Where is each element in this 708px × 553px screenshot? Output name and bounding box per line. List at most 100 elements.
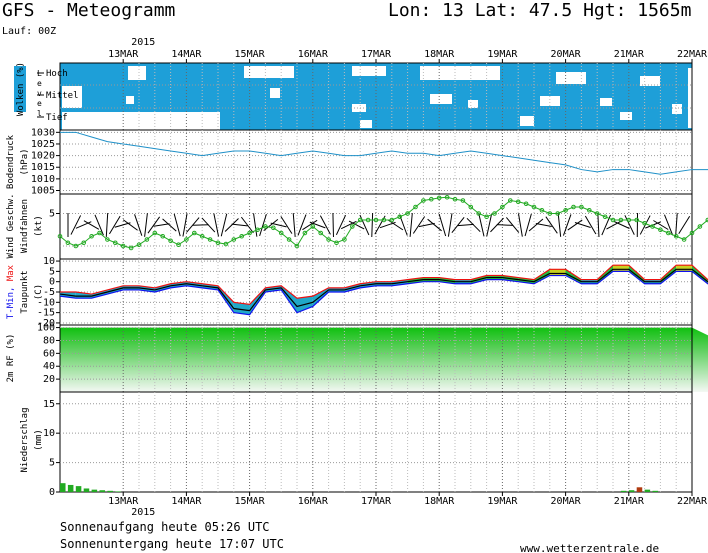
wind-barb (427, 218, 442, 232)
x-tick-label-bottom: 15MAR (235, 496, 266, 507)
chart-title: GFS - Meteogramm (2, 0, 175, 21)
wind-speed-point (255, 227, 260, 233)
wind-speed-point (397, 214, 403, 220)
wind-speed-point (476, 211, 482, 216)
wind-speed-point (136, 242, 142, 247)
temp-band (676, 265, 692, 272)
precip-bar-rain (107, 490, 113, 492)
wind-speed-point (697, 224, 703, 229)
wind-speed-point (579, 204, 584, 210)
wind-speed-point (587, 207, 592, 213)
wind-barb (144, 213, 148, 237)
temp-band (613, 265, 629, 272)
wind-speed-point (223, 241, 229, 247)
wind-speed-point (294, 243, 300, 249)
wind-speed-point (381, 217, 387, 223)
wind-speed-point (468, 204, 474, 210)
wind-speed-point (113, 240, 118, 246)
cloud-gap (62, 112, 220, 130)
temp-ylabel-2: Taupunkt (20, 270, 30, 313)
wind-speed-point (342, 237, 347, 242)
cloud-gap (128, 66, 146, 80)
precip-bar-rain (91, 489, 98, 492)
precip-bar-rain (67, 484, 74, 492)
pressure-tick-label: 1005 (31, 186, 55, 197)
wind-speed-point (318, 230, 324, 236)
wind-barb (606, 220, 622, 230)
wind-speed-point (444, 194, 450, 200)
wind-barb (94, 214, 104, 236)
website-link[interactable]: www.wetterzentrale.de (520, 542, 659, 553)
year-label-top: 2015 (131, 37, 155, 48)
wind-unit: (kt) (34, 215, 44, 237)
cloud-row-label: Mittel (46, 91, 79, 101)
wind-barb (675, 213, 678, 237)
wind-speed-point (610, 217, 616, 223)
wind-barb (374, 215, 386, 235)
wind-barb (447, 213, 453, 237)
pressure-tick-label: 1015 (31, 162, 55, 173)
precip-bar-rain (644, 489, 651, 492)
wind-barb (567, 219, 583, 231)
wind-barb (75, 221, 92, 229)
cloud-gap (556, 72, 586, 84)
pressure-unit: (hPa) (20, 148, 30, 175)
x-tick-label-top: 18MAR (424, 49, 455, 60)
wind-barb (309, 221, 326, 229)
wind-speed-point (531, 204, 537, 210)
wind-tick-label: 5 (49, 209, 55, 220)
level-axis-letter: L (37, 69, 42, 78)
rh-tick-label: 80 (43, 335, 55, 346)
wind-speed-point (271, 225, 276, 231)
cloud-gap (688, 68, 692, 128)
wind-speed-point (539, 207, 545, 213)
pressure-tick-label: 1020 (31, 151, 55, 162)
wind-barb (182, 213, 188, 237)
wind-barb (105, 213, 109, 237)
wind-speed-point (460, 198, 466, 203)
wind-barb (224, 218, 239, 232)
wind-speed-point (515, 199, 521, 205)
wind-barb (153, 223, 170, 227)
wind-speed-point (199, 233, 205, 239)
precip-unit: (mm) (34, 429, 44, 451)
sunset-text: Sonnenuntergang heute 17:07 UTC (60, 537, 284, 551)
temp-tick-label: 0 (49, 277, 55, 288)
wind-speed-point (365, 217, 371, 223)
cloud-gap (600, 98, 612, 106)
wind-speed-point (81, 240, 86, 246)
wind-speed-point (184, 237, 189, 242)
wind-barb (134, 214, 143, 236)
wind-speed-point (144, 237, 150, 242)
wind-speed-point (500, 204, 505, 210)
wind-barb (597, 213, 600, 237)
cloud-gap (352, 66, 386, 76)
wind-speed-point (642, 220, 647, 226)
wind-speed-point (602, 214, 608, 220)
cloud-gap (352, 104, 366, 112)
wind-speed-point (286, 237, 292, 242)
x-tick-label-top: 14MAR (171, 49, 202, 60)
wind-speed-point (484, 214, 489, 220)
wind-barb (162, 218, 177, 232)
wind-barb (319, 215, 331, 235)
wind-speed-point (239, 233, 244, 239)
wind-speed-point (97, 230, 102, 236)
rh-ylabel: 2m RF (%) (6, 334, 16, 383)
wind-speed-line (59, 196, 708, 249)
wind-barb (292, 213, 296, 237)
wind-speed-point (413, 204, 418, 210)
wind-speed-point (571, 204, 576, 210)
cloud-gap (126, 96, 134, 104)
wind-speed-point (176, 242, 181, 247)
location-label: Lon: 13 Lat: 47.5 Hgt: 1565m (388, 0, 691, 21)
wind-speed-point (152, 230, 158, 236)
temp-tick-label: -15 (37, 308, 55, 319)
run-label: Lauf: 00Z (2, 26, 56, 37)
wind-barb (70, 215, 82, 235)
wind-barb (505, 217, 520, 233)
wind-barb (438, 213, 447, 237)
wind-speed-point (57, 233, 63, 239)
